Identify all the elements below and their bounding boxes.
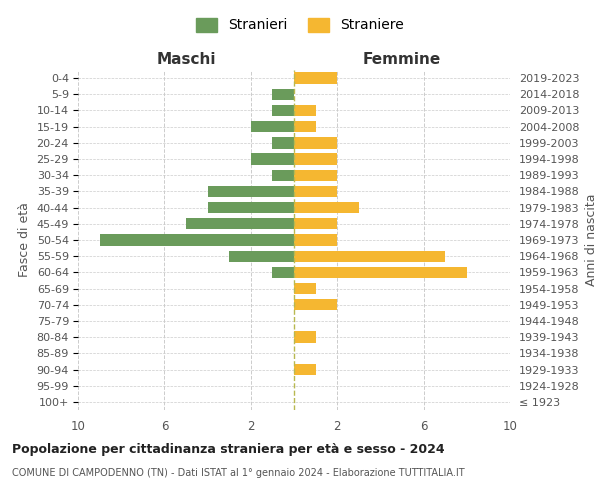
Bar bbox=[294, 202, 359, 213]
Bar bbox=[294, 72, 337, 84]
Bar bbox=[100, 234, 294, 246]
Bar bbox=[294, 299, 337, 310]
Bar bbox=[208, 202, 294, 213]
Bar bbox=[229, 250, 294, 262]
Bar bbox=[294, 154, 337, 164]
Legend: Stranieri, Straniere: Stranieri, Straniere bbox=[191, 12, 409, 38]
Bar bbox=[208, 186, 294, 197]
Text: Popolazione per cittadinanza straniera per età e sesso - 2024: Popolazione per cittadinanza straniera p… bbox=[12, 442, 445, 456]
Bar bbox=[294, 218, 337, 230]
Bar bbox=[294, 137, 337, 148]
Bar bbox=[186, 218, 294, 230]
Bar bbox=[294, 234, 337, 246]
Bar bbox=[294, 283, 316, 294]
Text: COMUNE DI CAMPODENNO (TN) - Dati ISTAT al 1° gennaio 2024 - Elaborazione TUTTITA: COMUNE DI CAMPODENNO (TN) - Dati ISTAT a… bbox=[12, 468, 464, 477]
Bar bbox=[272, 266, 294, 278]
Bar bbox=[251, 121, 294, 132]
Bar bbox=[294, 364, 316, 375]
Bar bbox=[294, 332, 316, 343]
Bar bbox=[272, 105, 294, 116]
Text: Maschi: Maschi bbox=[156, 52, 216, 67]
Y-axis label: Anni di nascita: Anni di nascita bbox=[586, 194, 598, 286]
Text: Femmine: Femmine bbox=[363, 52, 441, 67]
Bar bbox=[272, 88, 294, 100]
Bar bbox=[294, 186, 337, 197]
Bar bbox=[294, 266, 467, 278]
Bar bbox=[251, 154, 294, 164]
Bar bbox=[272, 170, 294, 181]
Bar bbox=[272, 137, 294, 148]
Bar bbox=[294, 121, 316, 132]
Bar bbox=[294, 250, 445, 262]
Bar bbox=[294, 105, 316, 116]
Y-axis label: Fasce di età: Fasce di età bbox=[18, 202, 31, 278]
Bar bbox=[294, 170, 337, 181]
